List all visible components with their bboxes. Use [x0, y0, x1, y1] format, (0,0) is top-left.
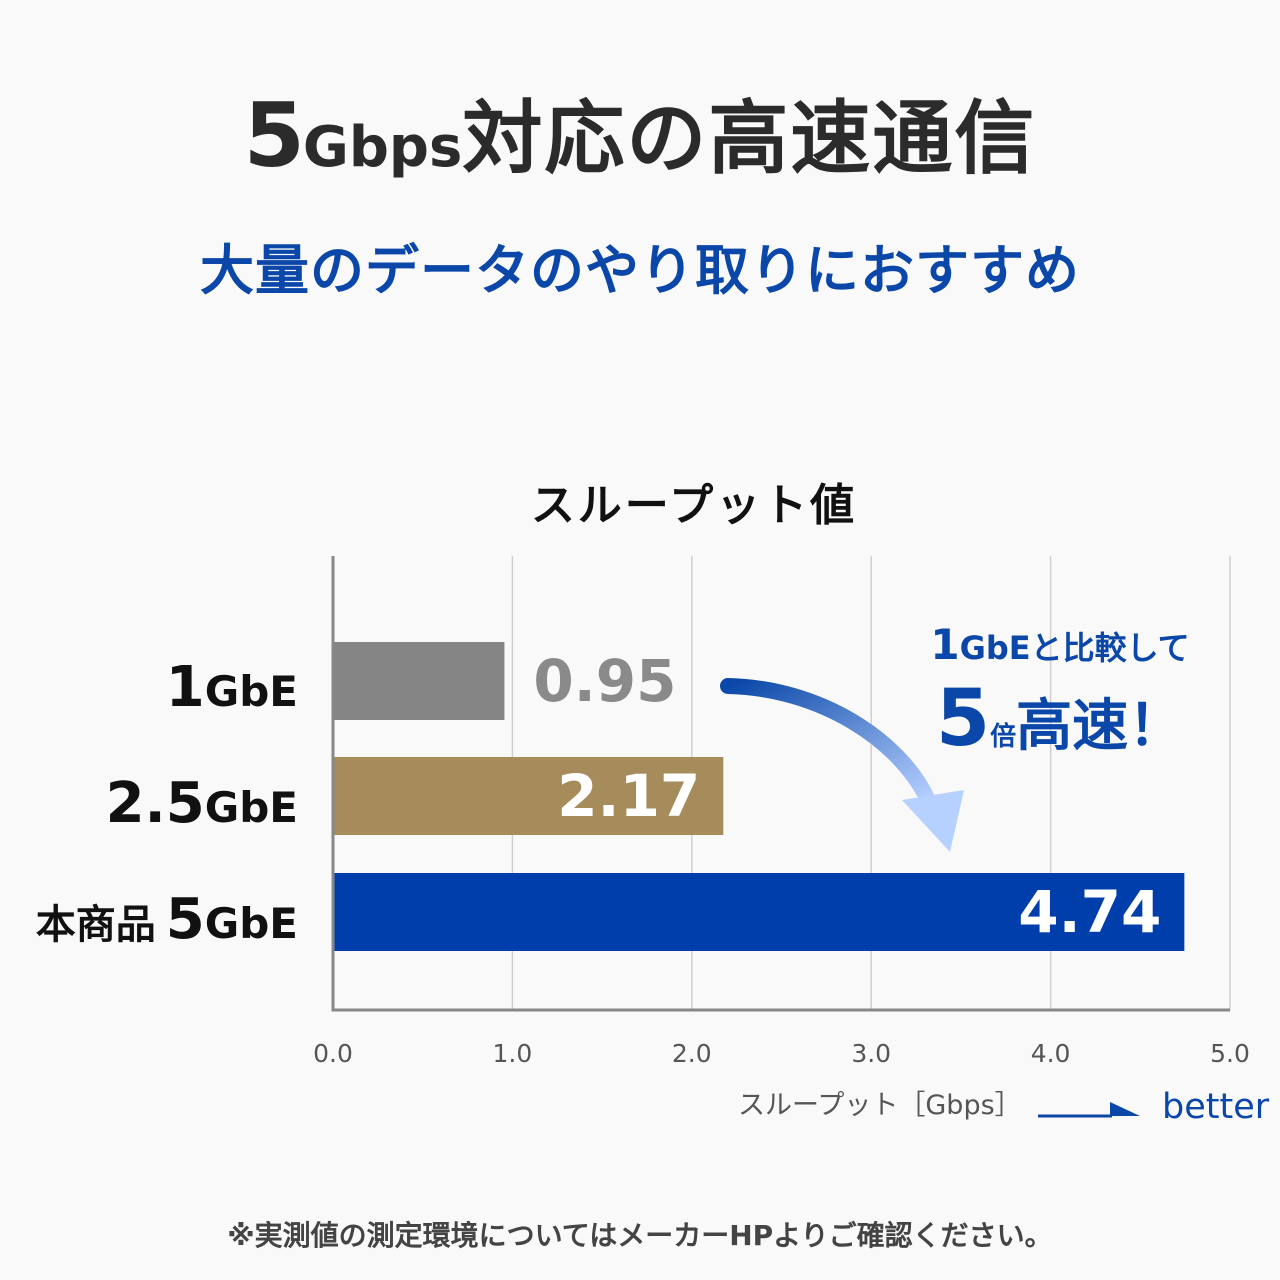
category-label-2-5gbe: 2.5GbE: [105, 771, 298, 836]
x-tick-label: 5.0: [1210, 1039, 1250, 1068]
axes: 0.0 1.0 2.0 3.0 4.0 5.0: [313, 556, 1250, 1068]
callout-line-1: 1GbEと比較して: [930, 620, 1190, 669]
better-label: better: [1162, 1087, 1270, 1127]
bar-value-label: 0.95: [533, 647, 676, 715]
bar-value-label: 4.74: [1018, 878, 1161, 946]
bar-value-label: 2.17: [557, 762, 700, 830]
headline-text: 対応の高速通信: [462, 92, 1037, 185]
category-label-5gbe: 本商品 5GbE: [35, 887, 298, 952]
x-tick-label: 4.0: [1031, 1039, 1071, 1068]
category-label-1gbe: 1GbE: [165, 655, 298, 720]
x-tick-label: 1.0: [493, 1039, 533, 1068]
x-tick-label: 0.0: [313, 1039, 353, 1068]
speed-callout: 1GbEと比較して 5倍高速！: [900, 620, 1220, 764]
comparison-arrow: [720, 678, 964, 852]
callout-line-2: 5倍高速！: [935, 674, 1185, 764]
footnote: ※実測値の測定環境についてはメーカーHPよりご確認ください。: [227, 1219, 1053, 1252]
subheadline: 大量のデータのやり取りにおすすめ: [200, 239, 1080, 302]
headline-unit: Gbps: [302, 115, 463, 180]
chart-title: スループット値: [530, 480, 858, 531]
x-tick-label: 3.0: [851, 1039, 891, 1068]
bar: [334, 757, 724, 835]
headline: 5Gbps対応の高速通信: [0, 92, 1280, 180]
bar: [334, 873, 1185, 951]
arrow-shaft: [720, 678, 936, 808]
x-axis-label: スループット［Gbps］: [738, 1090, 1022, 1121]
arrow-head: [902, 790, 964, 852]
this-product-label: 本商品: [35, 902, 156, 948]
better-arrow-icon: [1038, 1102, 1140, 1118]
throughput-chart: 0.95 2.17 4.74 0.0 1.0 2.0 3.0 4.0 5.0: [313, 556, 1250, 1068]
bar: [334, 642, 505, 720]
x-tick-label: 2.0: [672, 1039, 712, 1068]
headline-number: 5: [243, 84, 305, 187]
bars: 0.95 2.17 4.74: [334, 642, 1185, 951]
